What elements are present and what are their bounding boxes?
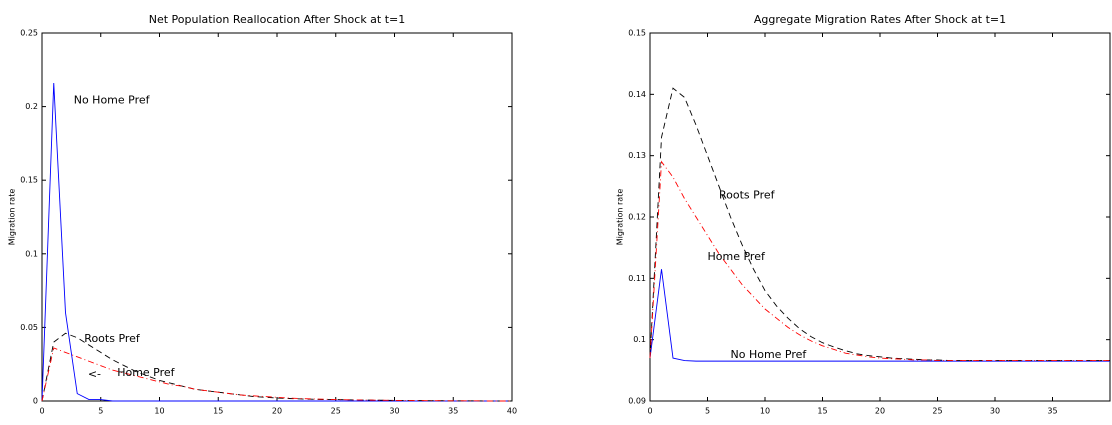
- x-tick-label: 35: [1047, 407, 1057, 416]
- x-tick-label: 25: [331, 407, 341, 416]
- annotation: Home Pref: [117, 366, 175, 379]
- series-line: [41, 83, 512, 402]
- plot-frame: [649, 32, 1111, 402]
- x-tick-label: 5: [705, 407, 710, 416]
- x-tick-label: 25: [932, 407, 942, 416]
- y-tick-label: 0.1: [25, 249, 38, 258]
- y-tick-label: 0.15: [20, 176, 38, 185]
- x-tick-label: 20: [272, 407, 282, 416]
- y-tick-label: 0: [33, 397, 38, 406]
- x-tick-label: 30: [990, 407, 1000, 416]
- annotation: <-: [88, 368, 101, 381]
- y-tick-label: 0.11: [628, 274, 646, 283]
- x-tick-label: 40: [507, 407, 517, 416]
- chart-title: Net Population Reallocation After Shock …: [149, 13, 406, 26]
- plot-frame: [41, 32, 513, 402]
- y-axis-label: Migration rate: [8, 189, 17, 246]
- series-line: [649, 160, 1110, 361]
- annotation: No Home Pref: [74, 94, 151, 107]
- y-tick-label: 0.25: [20, 29, 38, 38]
- annotation: No Home Pref: [731, 348, 808, 361]
- y-tick-label: 0.13: [628, 151, 646, 160]
- x-tick-label: 5: [98, 407, 103, 416]
- x-tick-label: 10: [154, 407, 164, 416]
- x-tick-label: 15: [213, 407, 223, 416]
- y-tick-label: 0.09: [628, 397, 646, 406]
- series-line: [649, 269, 1110, 362]
- annotation: Roots Pref: [84, 332, 141, 345]
- y-axis-label: Migration rate: [616, 189, 625, 246]
- y-tick-label: 0.15: [628, 29, 646, 38]
- annotation: Roots Pref: [719, 189, 776, 202]
- x-tick-label: 15: [817, 407, 827, 416]
- series-line: [41, 347, 512, 402]
- x-tick-label: 20: [875, 407, 885, 416]
- x-tick-label: 30: [389, 407, 399, 416]
- y-tick-label: 0.14: [628, 90, 646, 99]
- chart-title: Aggregate Migration Rates After Shock at…: [754, 13, 1006, 26]
- series-line: [649, 87, 1110, 361]
- y-tick-label: 0.2: [25, 102, 38, 111]
- y-tick-label: 0.05: [20, 323, 38, 332]
- x-tick-label: 35: [448, 407, 458, 416]
- x-tick-label: 10: [760, 407, 770, 416]
- y-tick-label: 0.12: [628, 213, 646, 222]
- annotation: Home Pref: [708, 250, 766, 263]
- y-tick-label: 0.1: [633, 335, 646, 344]
- x-tick-label: 0: [647, 407, 652, 416]
- x-tick-label: 0: [39, 407, 44, 416]
